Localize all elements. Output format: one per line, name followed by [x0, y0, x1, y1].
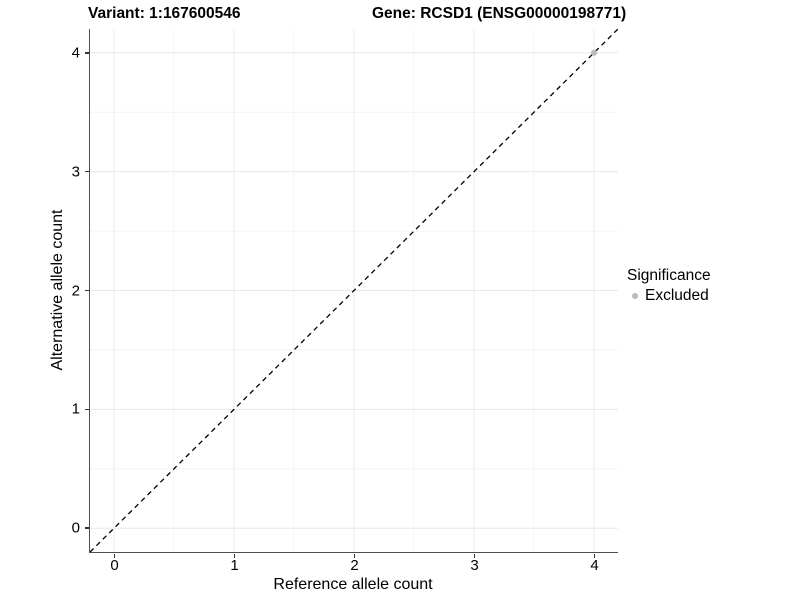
y-tick-mark [85, 170, 89, 173]
legend-items: Excluded [627, 287, 711, 305]
y-tick-label: 1 [71, 400, 80, 418]
variant-title: Variant: 1:167600546 [88, 5, 241, 22]
panel-canvas [90, 29, 618, 552]
x-tick-label: 1 [230, 557, 239, 574]
y-tick-label: 2 [71, 282, 80, 299]
legend: Significance Excluded [627, 267, 711, 305]
y-tick-mark [85, 289, 89, 292]
legend-item: Excluded [627, 287, 711, 305]
x-tick-mark [593, 553, 596, 558]
gene-title: Gene: RCSD1 (ENSG00000198771) [372, 5, 627, 22]
x-tick-mark [233, 553, 236, 558]
x-tick-mark [353, 553, 356, 558]
legend-key [627, 289, 642, 304]
y-tick-mark [85, 408, 89, 411]
x-tick-label: 0 [110, 557, 119, 574]
x-tick-label: 4 [590, 557, 599, 574]
x-tick-label: 2 [350, 557, 359, 574]
dot-icon [631, 293, 638, 299]
data-point [591, 49, 597, 56]
x-axis-title: Reference allele count [273, 576, 433, 593]
y-tick-mark [85, 527, 89, 529]
x-tick-mark [473, 553, 476, 558]
y-tick-label: 4 [71, 44, 80, 62]
y-tick-label: 3 [71, 163, 80, 181]
identity-reference-line [90, 29, 618, 552]
y-tick-label: 0 [71, 519, 80, 537]
plot-panel [89, 29, 618, 553]
y-tick-mark [85, 52, 89, 54]
legend-title: Significance [627, 267, 711, 284]
x-tick-label: 3 [470, 557, 479, 574]
x-tick-mark [113, 553, 116, 558]
legend-item-label: Excluded [645, 287, 709, 304]
